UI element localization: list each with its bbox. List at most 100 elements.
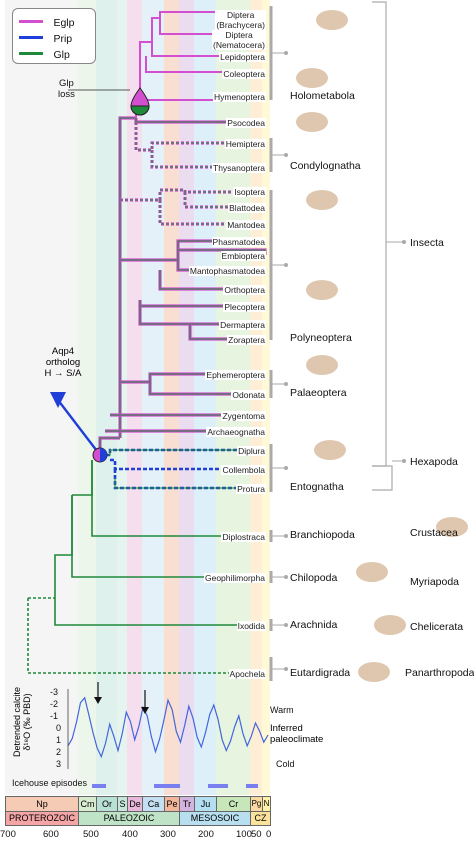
supergroup-crustacea: Crustacea bbox=[410, 527, 458, 539]
legend-swatch-glp bbox=[19, 52, 43, 56]
water-flea-illustration bbox=[436, 517, 468, 537]
centipede-illustration bbox=[356, 562, 388, 582]
period-de-label: De bbox=[129, 799, 141, 809]
inferred-line1: Inferred bbox=[270, 723, 303, 734]
axis-tick-500: 500 bbox=[83, 829, 99, 840]
aqp4-line3: H → S/A bbox=[44, 368, 82, 379]
ytick-neg1: -1 bbox=[50, 711, 59, 721]
period-pe-label: Pe bbox=[166, 799, 178, 809]
climate-arrow-1-head bbox=[94, 697, 102, 704]
group-condylognatha: Condylognatha bbox=[290, 160, 361, 172]
period-cm-label: Cm bbox=[80, 799, 95, 809]
group-bracket-dot-5 bbox=[284, 534, 288, 538]
ytick-0: 0 bbox=[56, 723, 62, 733]
supergroup-insecta: Insecta bbox=[410, 237, 444, 249]
group-bracket-dot-4 bbox=[284, 466, 288, 470]
legend-swatch-eglp bbox=[19, 20, 43, 24]
warm-label: Warm bbox=[270, 705, 294, 715]
branch-apochela bbox=[27, 598, 265, 674]
taxon-ixodida: Ixodida bbox=[236, 621, 266, 631]
icehouse-bar-1 bbox=[154, 784, 180, 788]
neoptera-backbone-glp bbox=[119, 117, 136, 438]
taxon-psocodea: Psocodea bbox=[226, 118, 266, 128]
period-band-pe bbox=[164, 0, 179, 795]
inferred-line2: paleoclimate bbox=[270, 734, 324, 745]
climate-arrow-2-head bbox=[141, 707, 149, 714]
group-bracket-dot-7 bbox=[284, 623, 288, 627]
group-polyneoptera: Polyneoptera bbox=[290, 332, 352, 344]
ytick-2: 2 bbox=[56, 747, 62, 757]
branch-odonata-glp bbox=[149, 382, 265, 395]
louse-illustration bbox=[296, 112, 328, 132]
climate-curve bbox=[67, 696, 269, 759]
branch-collembola-prip bbox=[110, 458, 265, 471]
legend-item-prip: Prip bbox=[19, 29, 72, 47]
supergroup-hexapoda: Hexapoda bbox=[410, 456, 458, 468]
legend-item-glp: Glp bbox=[19, 45, 70, 63]
period-ju-label: Ju bbox=[200, 799, 211, 809]
period-np-label: Np bbox=[36, 799, 48, 809]
period-pe: Pe bbox=[164, 796, 180, 812]
taxon-mantophasmatodea: Mantophasmatodea bbox=[188, 266, 266, 276]
hexapoda-node-marker-half bbox=[100, 448, 107, 462]
axis-tick-400: 400 bbox=[122, 829, 138, 840]
group-holometabola: Holometabola bbox=[290, 90, 355, 102]
aqp4-annotation: Aqp4 ortholog H → S/A bbox=[28, 346, 98, 379]
period-ca: Ca bbox=[142, 796, 165, 812]
period-or-label: Or bbox=[102, 799, 112, 809]
icehouse-bar-3 bbox=[246, 784, 258, 788]
taxon-diplostraca: Diplostraca bbox=[221, 532, 266, 542]
period-cr: Cr bbox=[216, 796, 251, 812]
taxon-diptera-nematocera: Diptera (Nematocera) bbox=[212, 30, 266, 50]
climate-ylabel: Detrended calcite δ¹⁸O (‰ PBD) bbox=[12, 672, 32, 772]
mayfly-illustration bbox=[306, 355, 338, 375]
axis-tick-600: 600 bbox=[43, 829, 59, 840]
taxon-thysanoptera: Thysanoptera bbox=[212, 163, 266, 173]
period-pg-label: Pg bbox=[251, 799, 262, 808]
icehouse-bar-2 bbox=[208, 784, 228, 788]
taxon-odonata: Odonata bbox=[231, 390, 266, 400]
ytick-3: 3 bbox=[56, 759, 62, 769]
insecta-bracket bbox=[372, 1, 387, 467]
legend-swatch-prip bbox=[19, 36, 43, 40]
era-cz-label: CZ bbox=[254, 813, 267, 823]
taxon-dermaptera: Dermaptera bbox=[219, 320, 266, 330]
insecta-bracket-dot bbox=[402, 240, 406, 244]
era-proterozoic-label: PROTEROZOIC bbox=[8, 813, 75, 823]
period-ju: Ju bbox=[194, 796, 217, 812]
glp-loss-label: Glp loss bbox=[58, 78, 75, 100]
period-band-np bbox=[5, 0, 78, 795]
stick-insect-illustration bbox=[306, 280, 338, 300]
icehouse-bar-0 bbox=[92, 784, 106, 788]
group-palaeoptera: Palaeoptera bbox=[290, 387, 347, 399]
period-cr-label: Cr bbox=[228, 799, 239, 809]
group-eutardigrada: Eutardigrada bbox=[290, 667, 351, 679]
axis-tick-100: 100 bbox=[236, 829, 252, 840]
period-n-label: N bbox=[263, 799, 270, 808]
legend: Eglp Prip Glp bbox=[12, 8, 96, 64]
period-ca-label: Ca bbox=[147, 799, 160, 809]
axis-tick-0: 0 bbox=[266, 829, 272, 840]
period-band-cm bbox=[78, 0, 96, 795]
supergroup-panarthropoda: Panarthropoda bbox=[405, 667, 474, 679]
taxon-collembola: Collembola bbox=[221, 465, 266, 475]
climate-ylabel-line1: Detrended calcite bbox=[12, 686, 22, 758]
branch-protura-glp bbox=[114, 478, 265, 489]
period-np: Np bbox=[5, 796, 79, 812]
inferred-paleoclimate-label: Inferred paleoclimate bbox=[270, 723, 323, 745]
glp-loss-marker-bottom bbox=[130, 105, 150, 116]
taxon-orthoptera: Orthoptera bbox=[223, 285, 266, 295]
aqp4-line2: ortholog bbox=[45, 357, 81, 368]
cold-label: Cold bbox=[276, 759, 295, 769]
taxon-blattodea: Blattodea bbox=[228, 203, 266, 213]
ytick-neg3: -3 bbox=[50, 687, 59, 697]
group-arachnida: Arachnida bbox=[290, 619, 338, 631]
cockroach-illustration bbox=[306, 190, 338, 210]
axis-tick-300: 300 bbox=[160, 829, 176, 840]
branch-ixodida bbox=[54, 598, 265, 626]
period-de: De bbox=[127, 796, 143, 812]
period-s-label: S bbox=[119, 799, 126, 809]
era-mesozoic: MESOSOIC bbox=[179, 811, 251, 826]
aqp4-arrow-head bbox=[50, 392, 66, 408]
era-paleozoic-label: PALEOZOIC bbox=[103, 813, 155, 823]
